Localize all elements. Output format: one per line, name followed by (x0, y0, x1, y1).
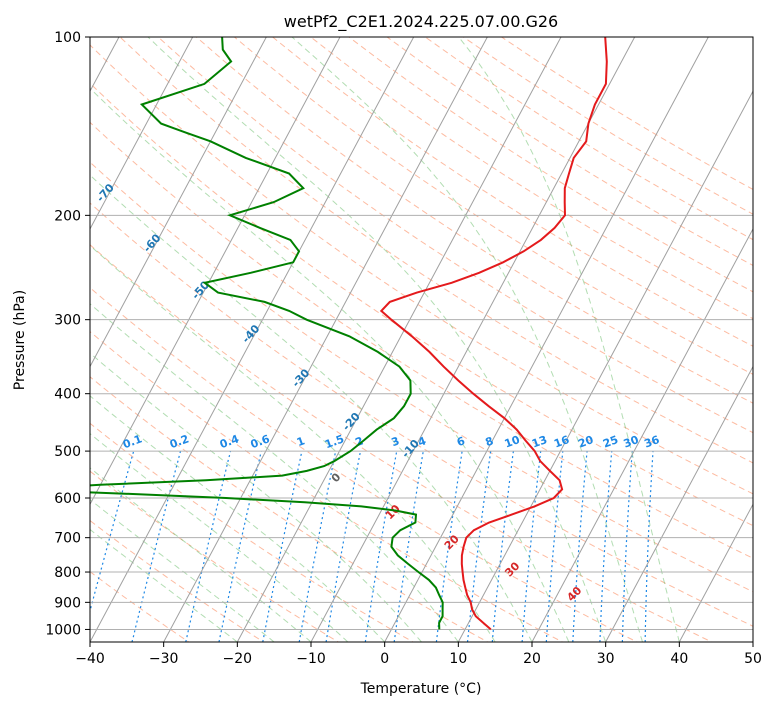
mixing-ratio-label: 30 (622, 433, 641, 451)
y-tick-label: 600 (54, 491, 81, 507)
mixing-ratio-label: 20 (576, 433, 595, 451)
isotherms (90, 37, 753, 642)
moist-adiabat (147, 37, 607, 642)
pressure-gridlines (90, 37, 753, 630)
moist-adiabat (90, 174, 533, 642)
mixing-ratio-line (131, 450, 182, 642)
moist-adiabat (90, 432, 349, 642)
moist-adiabat (90, 87, 570, 642)
moist-adiabat (291, 37, 643, 642)
isotherm (90, 37, 341, 506)
temperature-line (379, 37, 608, 631)
dry-adiabat (90, 82, 753, 527)
mixing-ratio-label: 36 (642, 433, 661, 451)
plot-frame (89, 36, 754, 643)
mixing-ratio-label: 10 (503, 433, 522, 451)
isotherm (531, 227, 753, 642)
mixing-ratio-line (185, 450, 232, 642)
moist-adiabat (90, 467, 312, 642)
mixing-ratio-label: 3 (390, 434, 402, 449)
dry-adiabat (348, 37, 753, 293)
dewpoint-line (90, 37, 444, 630)
mixing-ratio-label: 0.1 (121, 432, 144, 451)
y-axis-title: Pressure (hPa) (12, 290, 28, 390)
x-tick-label: −30 (149, 651, 179, 667)
dry-adiabat (90, 44, 753, 495)
isotherm (605, 365, 753, 642)
y-tick-label: 300 (54, 313, 81, 329)
y-tick-label: 1000 (45, 622, 81, 638)
chart-title: wetPf2_C2E1.2024.225.07.00.G26 (284, 12, 558, 32)
mixing-ratio-label: 8 (484, 434, 496, 449)
x-tick-label: 0 (380, 651, 389, 667)
mixing-ratio-label: 4 (416, 434, 428, 449)
y-tick-label: 900 (54, 595, 81, 611)
mixing-ratio-label: 1.5 (323, 432, 346, 451)
y-tick-label: 800 (54, 565, 81, 581)
y-tick-label: 400 (54, 387, 81, 403)
y-tick-label: 200 (54, 208, 81, 224)
isotherm (90, 37, 267, 368)
moist-adiabat (458, 37, 680, 642)
dry-adiabat (90, 121, 753, 559)
x-tick-label: 50 (744, 651, 762, 667)
isotherm (163, 37, 488, 642)
x-tick-label: 40 (670, 651, 688, 667)
x-tick-label: 10 (449, 651, 467, 667)
mixing-ratio-label: 0.2 (168, 432, 191, 451)
y-axis: 1000 900 800 700 600 500 400 300 200 100 (45, 30, 90, 638)
mixing-ratio-label: 0.6 (249, 432, 272, 451)
x-tick-label: −40 (75, 651, 105, 667)
isotherm (90, 37, 415, 642)
x-tick-label: 30 (597, 651, 615, 667)
x-axis-title: Temperature (°C) (360, 681, 482, 697)
mixing-ratio-line (298, 450, 337, 642)
mixing-ratio-label: 16 (552, 433, 571, 451)
moist-adiabat (90, 395, 386, 642)
mixing-ratio-line (90, 450, 135, 614)
isotherm (310, 37, 636, 642)
isotherm (678, 503, 753, 642)
mixing-ratio-lines (90, 450, 654, 642)
y-tick-label: 700 (54, 531, 81, 547)
mixing-ratio-label: 0.4 (218, 432, 241, 451)
isotherm (236, 37, 562, 642)
mixing-ratio-line (218, 450, 262, 642)
moist-adiabat (90, 244, 496, 642)
x-tick-label: 20 (523, 651, 541, 667)
dry-adiabat (195, 37, 753, 404)
x-tick-label: −10 (296, 651, 326, 667)
mixing-ratio-label: 13 (530, 433, 549, 450)
mixing-ratio-labels: 0.1 0.2 0.4 0.6 1 1.5 2 3 4 6 8 10 13 16 20 25 30 36 (121, 432, 661, 451)
x-axis: −40 −30 −20 −10 0 10 20 30 40 50 (75, 642, 762, 667)
x-tick-label: −20 (223, 651, 253, 667)
y-tick-label: 500 (54, 444, 81, 460)
isotherm (457, 90, 753, 642)
isotherm (384, 37, 709, 642)
dry-adiabat (234, 37, 753, 375)
moist-adiabat (90, 303, 459, 642)
mixing-ratio-label: 6 (455, 434, 467, 449)
mixing-ratio-label: 1 (295, 434, 307, 449)
mixing-ratio-label: 2 (353, 434, 365, 449)
mixing-ratio-label: 25 (601, 433, 620, 450)
moist-adiabats (90, 37, 680, 642)
isotherm (90, 37, 194, 230)
mixing-ratio-line (262, 450, 303, 642)
y-tick-label: 100 (54, 30, 81, 46)
